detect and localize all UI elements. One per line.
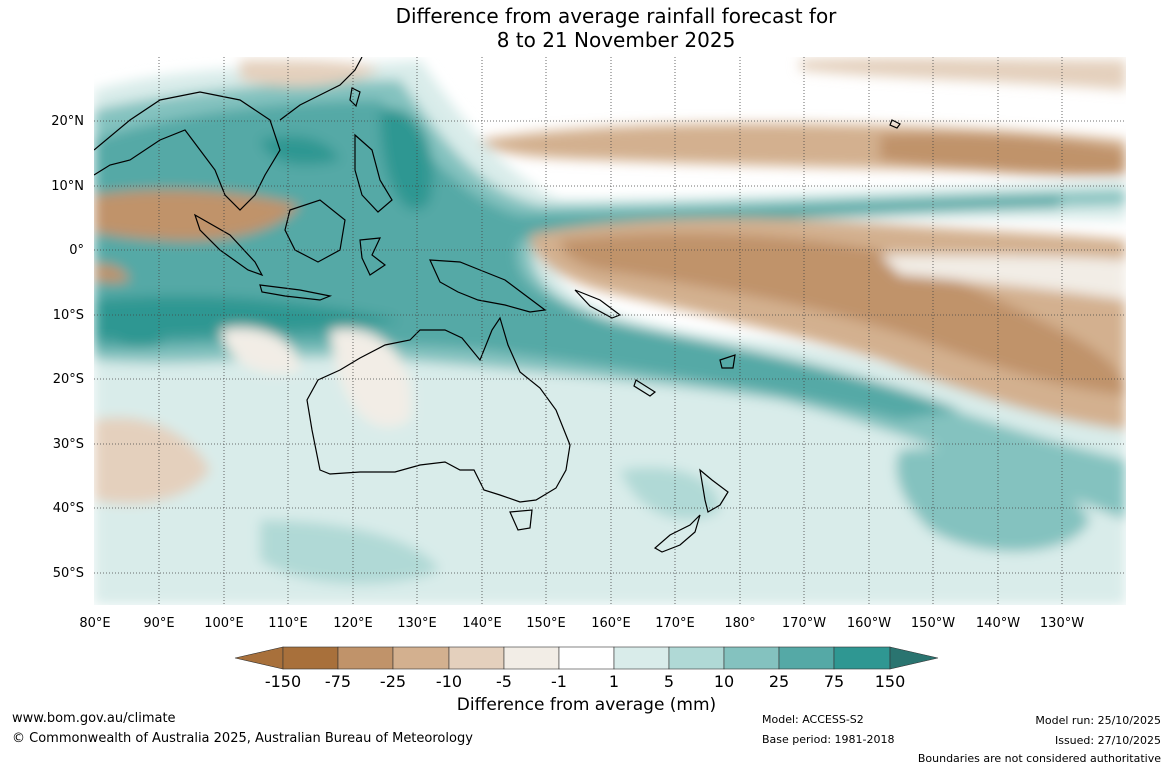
taiwan-coast (349, 87, 361, 108)
model-run-date: Model run: 25/10/2025 (1035, 714, 1161, 727)
lon-label: 180° (724, 616, 755, 631)
colorbar-bin (778, 646, 835, 670)
lat-label: 20°S (53, 372, 84, 387)
colorbar-tick-label: -25 (380, 672, 406, 691)
colorbar-tick-label: 75 (824, 672, 844, 691)
coastlines (94, 57, 901, 553)
colorbar-bin (282, 646, 339, 670)
lon-label: 110°E (268, 616, 308, 631)
colorbar-tick-label: 25 (769, 672, 789, 691)
boundaries-disclaimer: Boundaries are not considered authoritat… (917, 752, 1161, 765)
colorbar-bin (558, 646, 615, 670)
colorbar-bin (613, 646, 670, 670)
colorbar-title: Difference from average (mm) (456, 695, 717, 715)
new-zealand-south-coast (653, 514, 701, 553)
sumatra-coast (193, 213, 264, 277)
colorbar-tick-label: -150 (265, 672, 301, 691)
colorbar-bin (503, 646, 560, 670)
rainfall-anomaly-field (94, 57, 1126, 605)
borneo-coast (284, 199, 346, 263)
base-period: Base period: 1981-2018 (762, 733, 895, 746)
title-line-2: 8 to 21 November 2025 (496, 28, 736, 52)
colorbar-tick-label: -10 (436, 672, 462, 691)
colorbar-tick-label: -5 (496, 672, 512, 691)
fiji-coast (719, 354, 736, 369)
graticule (94, 57, 1126, 605)
sulawesi-coast (359, 237, 387, 276)
lon-label: 120°E (333, 616, 373, 631)
model-name: Model: ACCESS-S2 (762, 713, 864, 726)
colorbar (234, 646, 939, 670)
lon-label: 150°W (911, 616, 955, 631)
lat-label: 10°N (51, 179, 84, 194)
lon-label: 160°W (847, 616, 891, 631)
colorbar-tick-label: -75 (325, 672, 351, 691)
colorbar-bin (392, 646, 450, 670)
lon-label: 140°E (462, 616, 502, 631)
lat-label: 0° (69, 243, 84, 258)
map-title: Difference from average rainfall forecas… (0, 4, 1173, 52)
title-line-1: Difference from average rainfall forecas… (395, 4, 837, 28)
colorbar-tick-label: 150 (875, 672, 906, 691)
copyright-text: © Commonwealth of Australia 2025, Austra… (12, 731, 473, 746)
solomon-islands-coast (574, 289, 622, 319)
lon-label: 150°E (526, 616, 566, 631)
lon-label: 80°E (79, 616, 110, 631)
lon-label: 100°E (204, 616, 244, 631)
colorbar-tick-label: 10 (714, 672, 734, 691)
lat-label: 10°S (53, 308, 84, 323)
longitude-labels: 80°E 90°E 100°E 110°E 120°E 130°E 140°E … (79, 616, 1084, 631)
lat-label: 30°S (53, 437, 84, 452)
colorbar-bin (723, 646, 780, 670)
lon-label: 170°W (782, 616, 826, 631)
latitude-labels: 20°N 10°N 0° 10°S 20°S 30°S 40°S 50°S (51, 114, 84, 581)
colorbar-lower-extend (234, 646, 284, 670)
southeast-asia-coast (94, 91, 281, 211)
hawaii-coast (889, 119, 901, 129)
lon-label: 160°E (591, 616, 631, 631)
lat-label: 50°S (53, 566, 84, 581)
lon-label: 170°E (655, 616, 695, 631)
lon-label: 130°W (1040, 616, 1084, 631)
lon-label: 130°E (397, 616, 437, 631)
lon-label: 90°E (143, 616, 174, 631)
colorbar-tick-label: 5 (664, 672, 674, 691)
colorbar-tick-label: 1 (609, 672, 619, 691)
lon-label: 140°W (976, 616, 1020, 631)
lat-label: 40°S (53, 501, 84, 516)
new-zealand-north-coast (699, 468, 729, 513)
colorbar-tick-labels: -150 -75 -25 -10 -5 -1 1 5 10 25 75 150 (265, 672, 905, 691)
bom-website-link[interactable]: www.bom.gov.au/climate (12, 711, 176, 726)
issued-date: Issued: 27/10/2025 (1054, 734, 1161, 747)
new-guinea-coast (429, 259, 547, 313)
philippines-coast (354, 133, 393, 213)
colorbar-bin (337, 646, 394, 670)
australia-coast (306, 316, 571, 503)
colorbar-bin (668, 646, 725, 670)
colorbar-bin (448, 646, 505, 670)
tasmania-coast (509, 509, 533, 531)
lat-label: 20°N (51, 114, 84, 129)
colorbar-tick-label: -1 (551, 672, 567, 691)
colorbar-upper-extend (889, 646, 939, 670)
java-coast (259, 284, 333, 301)
colorbar-bin (833, 646, 891, 670)
new-caledonia-coast (633, 379, 657, 397)
china-coast (279, 57, 363, 121)
